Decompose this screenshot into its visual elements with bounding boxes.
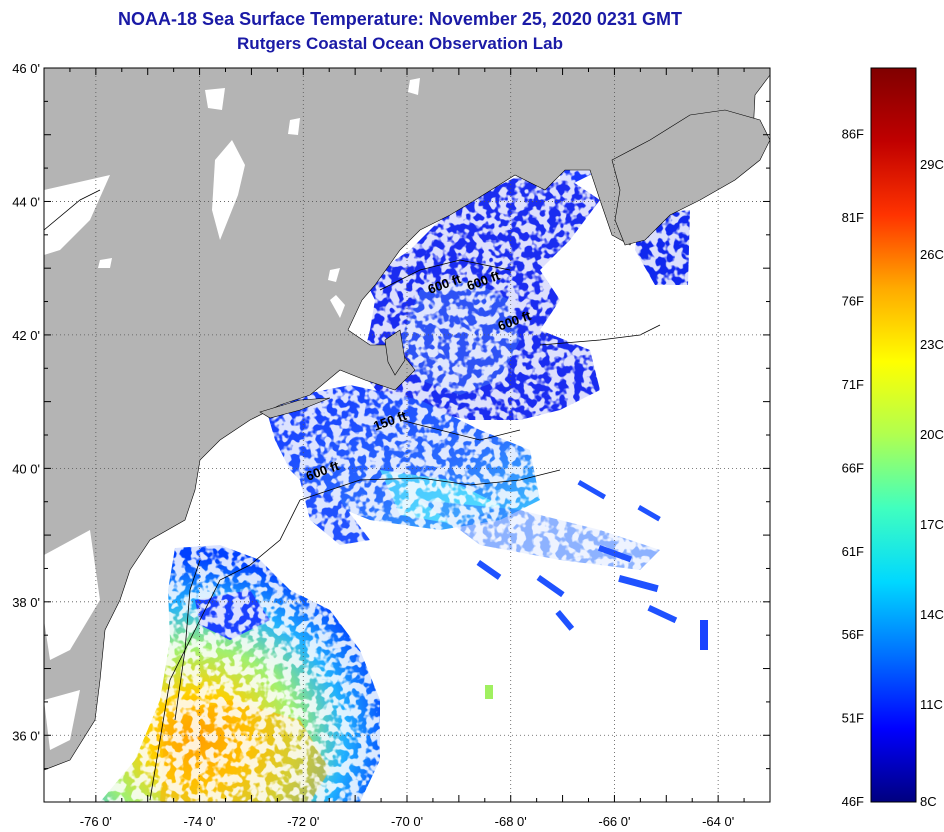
fahrenheit-label: 66F bbox=[842, 460, 864, 475]
fahrenheit-label: 51F bbox=[842, 711, 864, 726]
land bbox=[44, 68, 770, 771]
nova-scotia-land bbox=[611, 109, 770, 246]
lat-tick-label: 38 0' bbox=[12, 595, 40, 610]
fahrenheit-label: 46F bbox=[842, 794, 864, 809]
fahrenheit-label: 61F bbox=[842, 544, 864, 559]
celsius-label: 14C bbox=[920, 607, 944, 622]
depth-contours bbox=[44, 189, 661, 801]
celsius-label: 17C bbox=[920, 517, 944, 532]
lat-tick-label: 46 0' bbox=[12, 61, 40, 76]
lon-tick-label: -74 0' bbox=[184, 814, 216, 829]
colorbar-gradient bbox=[870, 67, 917, 803]
lon-tick-label: -68 0' bbox=[495, 814, 527, 829]
fahrenheit-label: 81F bbox=[842, 210, 864, 225]
lat-tick-label: 42 0' bbox=[12, 328, 40, 343]
lat-tick-label: 36 0' bbox=[12, 728, 40, 743]
celsius-label: 20C bbox=[920, 427, 944, 442]
longitude-labels: -76 0' -74 0' -72 0' -70 0' -68 0' -66 0' -64 … bbox=[80, 814, 734, 829]
fahrenheit-label: 56F bbox=[842, 627, 864, 642]
celsius-label: 29C bbox=[920, 157, 944, 172]
fahrenheit-label: 76F bbox=[842, 294, 864, 309]
map-title: NOAA-18 Sea Surface Temperature: Novembe… bbox=[118, 9, 682, 29]
lat-tick-label: 44 0' bbox=[12, 194, 40, 209]
map-subtitle: Rutgers Coastal Ocean Observation Lab bbox=[237, 34, 563, 53]
sst-streaks bbox=[476, 480, 708, 699]
tick-marks bbox=[43, 67, 771, 803]
cape-cod-land bbox=[384, 329, 406, 376]
celsius-label: 11C bbox=[920, 697, 943, 712]
inland-water bbox=[44, 78, 420, 750]
lon-tick-label: -76 0' bbox=[80, 814, 112, 829]
fahrenheit-labels: 86F 81F 76F 71F 66F 61F 56F 51F 46F bbox=[842, 127, 864, 809]
graticule bbox=[44, 68, 770, 802]
lon-tick-label: -72 0' bbox=[287, 814, 319, 829]
lat-tick-label: 40 0' bbox=[12, 461, 40, 476]
lon-tick-label: -70 0' bbox=[391, 814, 423, 829]
celsius-label: 8C bbox=[920, 794, 937, 809]
lon-tick-label: -64 0' bbox=[702, 814, 734, 829]
fahrenheit-label: 71F bbox=[842, 377, 864, 392]
latitude-labels: 46 0' 44 0' 42 0' 40 0' 38 0' 36 0' bbox=[12, 61, 40, 743]
celsius-labels: 29C 26C 23C 20C 17C 14C 11C 8C bbox=[920, 157, 944, 809]
celsius-label: 23C bbox=[920, 337, 944, 352]
lon-tick-label: -66 0' bbox=[598, 814, 630, 829]
fahrenheit-label: 86F bbox=[842, 127, 864, 142]
celsius-label: 26C bbox=[920, 247, 944, 262]
long-island-land bbox=[259, 397, 331, 419]
